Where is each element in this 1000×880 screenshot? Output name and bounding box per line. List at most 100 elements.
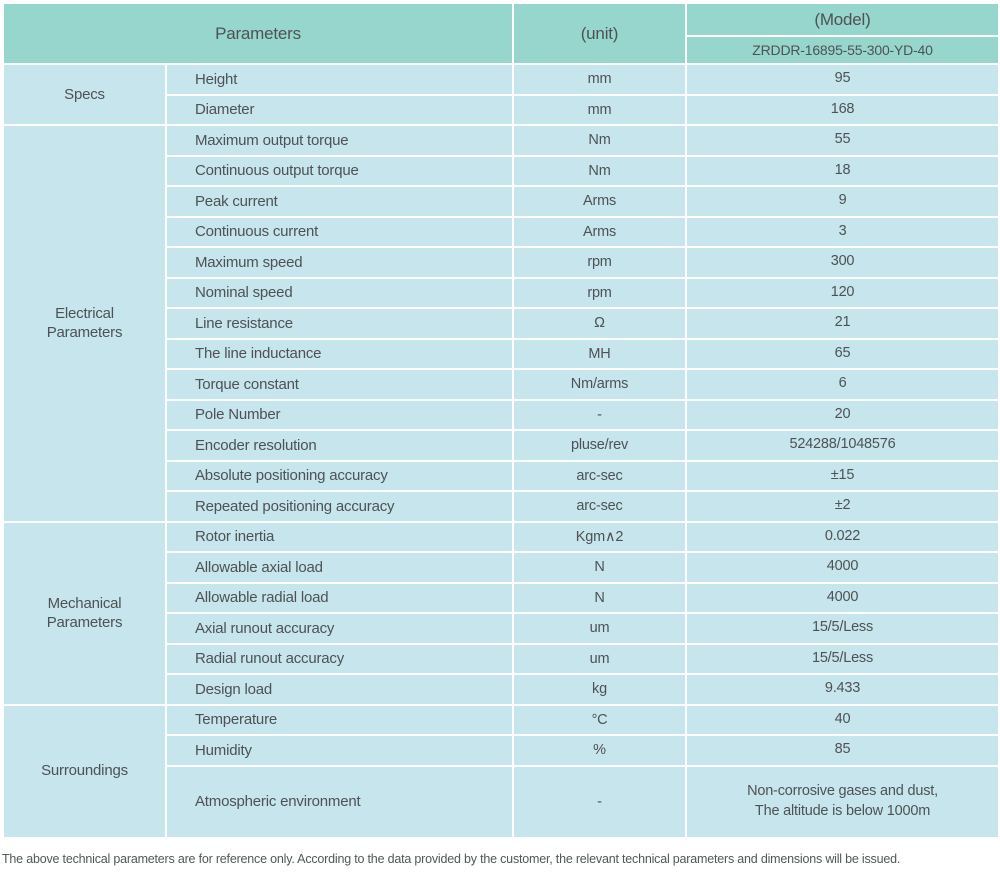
value-cell: 95 — [685, 63, 1000, 96]
table-row: Humidity % 85 — [3, 734, 1000, 767]
param-cell: Design load — [165, 673, 514, 706]
table-row: Peak current Arms 9 — [3, 185, 1000, 218]
param-cell: Torque constant — [165, 368, 514, 401]
unit-cell: mm — [512, 63, 687, 96]
value-cell: 20 — [685, 398, 1000, 431]
value-cell: ±2 — [685, 490, 1000, 523]
value-cell: 55 — [685, 124, 1000, 157]
unit-cell: Nm — [512, 124, 687, 157]
table-row: Absolute positioning accuracy arc-sec ±1… — [3, 459, 1000, 492]
value-cell: 6 — [685, 368, 1000, 401]
table-row: Encoder resolution pluse/rev 524288/1048… — [3, 429, 1000, 462]
unit-cell: Ω — [512, 307, 687, 340]
unit-cell: Nm — [512, 154, 687, 187]
param-cell: Nominal speed — [165, 276, 514, 309]
table-row: Mechanical Parameters Rotor inertia Kgm∧… — [2, 520, 1000, 706]
unit-cell: rpm — [512, 276, 687, 309]
table-row: The line inductance MH 65 — [3, 337, 1000, 370]
param-cell: Continuous current — [165, 215, 514, 248]
value-cell: ±15 — [685, 459, 1000, 492]
value-cell: 524288/1048576 — [685, 429, 1000, 462]
table-row: Allowable axial load N 4000 — [3, 551, 1000, 584]
unit-cell: arc-sec — [512, 490, 687, 523]
table-row: Continuous output torque Nm 18 — [3, 154, 1000, 187]
param-cell: Continuous output torque — [165, 154, 514, 187]
table-row: Design load kg 9.433 — [3, 673, 1000, 706]
unit-cell: - — [512, 398, 687, 431]
value-cell: Non-corrosive gases and dust, The altitu… — [685, 764, 1000, 839]
param-cell: Peak current — [165, 185, 514, 218]
unit-cell: % — [512, 734, 687, 767]
unit-cell: um — [512, 642, 687, 675]
unit-cell: °C — [512, 703, 687, 736]
table-row: Surroundings Temperature °C 40 — [2, 703, 1000, 839]
table-row: Continuous current Arms 3 — [3, 215, 1000, 248]
param-cell: Radial runout accuracy — [165, 642, 514, 675]
value-cell: 9 — [685, 185, 1000, 218]
value-cell: 15/5/Less — [685, 642, 1000, 675]
value-cell: 15/5/Less — [685, 612, 1000, 645]
value-cell: 40 — [685, 703, 1000, 736]
unit-cell: pluse/rev — [512, 429, 687, 462]
param-cell: Pole Number — [165, 398, 514, 431]
model-number: ZRDDR-16895-55-300-YD-40 — [685, 35, 1000, 65]
param-cell: Encoder resolution — [165, 429, 514, 462]
header-row-2: ZRDDR-16895-55-300-YD-40 — [3, 35, 1000, 65]
table-row: Torque constant Nm/arms 6 — [3, 368, 1000, 401]
table-row: Diameter mm 168 — [3, 93, 1000, 126]
section-label-electrical: Electrical Parameters — [2, 124, 167, 523]
value-cell: 18 — [685, 154, 1000, 187]
table-row: Specs Height mm 95 — [2, 63, 1000, 126]
param-cell: Height — [165, 63, 514, 96]
unit-header: (unit) — [512, 2, 687, 65]
unit-cell: arc-sec — [512, 459, 687, 492]
unit-cell: Arms — [512, 215, 687, 248]
model-header: (Model) — [685, 2, 1000, 37]
param-cell: Repeated positioning accuracy — [165, 490, 514, 523]
unit-cell: - — [512, 764, 687, 839]
unit-cell: N — [512, 551, 687, 584]
value-cell: 21 — [685, 307, 1000, 340]
unit-cell: Nm/arms — [512, 368, 687, 401]
table-row: Radial runout accuracy um 15/5/Less — [3, 642, 1000, 675]
value-cell: 300 — [685, 246, 1000, 279]
table-row: Pole Number - 20 — [3, 398, 1000, 431]
section-label-specs: Specs — [2, 63, 167, 126]
param-cell: Allowable axial load — [165, 551, 514, 584]
table-row: Line resistance Ω 21 — [3, 307, 1000, 340]
param-cell: Rotor inertia — [165, 520, 514, 553]
table-row: Electrical Parameters Maximum output tor… — [2, 124, 1000, 523]
param-cell: Absolute positioning accuracy — [165, 459, 514, 492]
table-row: Atmospheric environment - Non-corrosive … — [3, 764, 1000, 839]
value-cell: 65 — [685, 337, 1000, 370]
table-row: Axial runout accuracy um 15/5/Less — [3, 612, 1000, 645]
header-row-1: Parameters (unit) (Model) — [2, 2, 1000, 65]
table-row: Repeated positioning accuracy arc-sec ±2 — [3, 490, 1000, 523]
table-row: Maximum speed rpm 300 — [3, 246, 1000, 279]
param-cell: Allowable radial load — [165, 581, 514, 614]
value-cell: 9.433 — [685, 673, 1000, 706]
value-cell: 3 — [685, 215, 1000, 248]
value-cell: 120 — [685, 276, 1000, 309]
section-label-surroundings: Surroundings — [2, 703, 167, 839]
spec-table: Parameters (unit) (Model) ZRDDR-16895-55… — [2, 2, 1000, 839]
unit-cell: kg — [512, 673, 687, 706]
section-label-mechanical: Mechanical Parameters — [2, 520, 167, 706]
parameters-header: Parameters — [2, 2, 514, 65]
param-cell: Maximum speed — [165, 246, 514, 279]
value-cell: 85 — [685, 734, 1000, 767]
value-cell: 4000 — [685, 551, 1000, 584]
unit-cell: mm — [512, 93, 687, 126]
footer-note: The above technical parameters are for r… — [2, 851, 901, 866]
param-cell: Temperature — [165, 703, 514, 736]
unit-cell: Arms — [512, 185, 687, 218]
value-cell: 168 — [685, 93, 1000, 126]
unit-cell: um — [512, 612, 687, 645]
param-cell: Axial runout accuracy — [165, 612, 514, 645]
param-cell: Diameter — [165, 93, 514, 126]
unit-cell: Kgm∧2 — [512, 520, 687, 553]
unit-cell: rpm — [512, 246, 687, 279]
param-cell: Maximum output torque — [165, 124, 514, 157]
unit-cell: MH — [512, 337, 687, 370]
unit-cell: N — [512, 581, 687, 614]
